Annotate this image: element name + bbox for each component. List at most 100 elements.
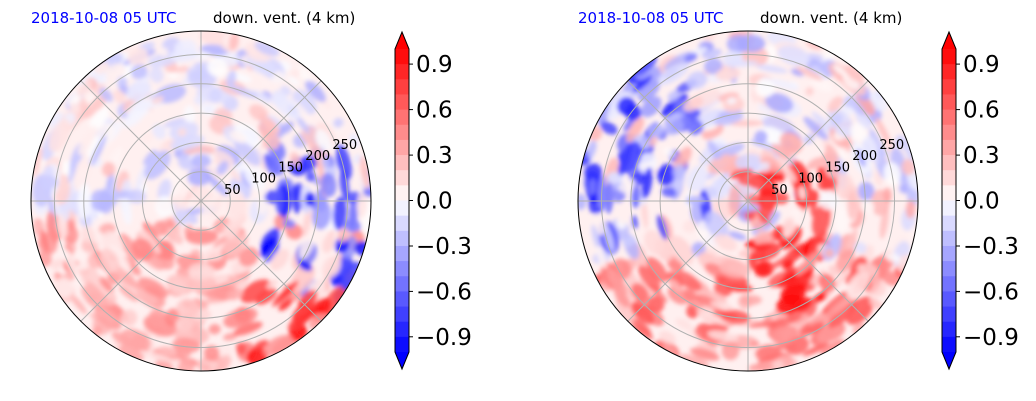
contour-blob: [757, 261, 771, 277]
colorbar-tick-label: 0.3: [416, 143, 453, 169]
contour-blob: [89, 107, 110, 130]
contour-blob: [174, 209, 191, 225]
polar-frame: [30, 30, 372, 372]
colorbar-segment: [942, 336, 956, 353]
contour-blob: [729, 120, 764, 127]
contour-blob: [707, 330, 739, 342]
contour-blob: [235, 342, 247, 355]
contour-blob: [661, 186, 677, 198]
contour-blob: [255, 288, 277, 305]
angular-gridline: [747, 80, 869, 202]
colorbar: 0.9 0.6 0.3 0.0 −0.3 −0.6 −0.9: [394, 30, 472, 371]
contour-blob: [613, 288, 631, 308]
colorbar-segment: [395, 245, 409, 262]
contour-blob: [735, 153, 766, 172]
contour-blob: [842, 73, 860, 90]
contour-blob: [171, 66, 190, 73]
contour-blob: [78, 125, 97, 156]
contour-blob: [641, 167, 653, 200]
contour-blob: [728, 231, 747, 241]
contour-blob: [591, 224, 601, 251]
contour-blob: [158, 346, 178, 356]
contour-blob: [810, 269, 826, 284]
contour-blob: [216, 160, 229, 175]
colorbar-segment: [395, 276, 409, 292]
radial-tick-label: 50: [224, 183, 241, 198]
contour-field: [578, 31, 918, 371]
polar-panel-right: 2018-10-08 05 UTC down. vent. (4 km) 50 1…: [577, 9, 1019, 372]
contour-blob: [273, 280, 299, 305]
contour-blob: [163, 118, 186, 128]
contour-blob: [58, 202, 77, 212]
contour-blob: [825, 294, 853, 318]
contour-blob: [259, 114, 280, 134]
contour-blob: [188, 68, 217, 89]
contour-blob: [72, 251, 83, 262]
contour-blob: [131, 238, 154, 262]
contour-blob: [748, 362, 775, 371]
contour-blob: [822, 152, 840, 181]
contour-blob: [736, 34, 766, 53]
contour-blob: [690, 347, 720, 361]
contour-blob: [141, 131, 154, 143]
colorbar-segment: [395, 185, 409, 201]
contour-blob: [203, 345, 220, 362]
contour-blob: [226, 70, 237, 89]
contour-blob: [321, 155, 332, 170]
contour-blob: [272, 93, 301, 120]
contour-blob: [321, 234, 335, 254]
contour-blob: [643, 229, 664, 256]
contour-blob: [719, 309, 751, 325]
contour-blob: [207, 58, 228, 77]
contour-blob: [233, 321, 263, 336]
contour-blob: [305, 170, 316, 182]
contour-blob: [48, 119, 71, 153]
contour-blob: [176, 298, 200, 318]
contour-blob: [302, 206, 312, 237]
contour-blob: [65, 242, 75, 259]
contour-blob: [856, 148, 866, 167]
contour-blob: [199, 103, 220, 115]
contour-blob: [701, 48, 722, 59]
contour-blob: [827, 96, 844, 113]
contour-blob: [40, 229, 49, 254]
contour-blob: [750, 340, 760, 348]
contour-blob: [240, 279, 272, 303]
contour-blob: [120, 309, 138, 327]
contour-blob: [154, 240, 174, 260]
contour-blob: [857, 263, 865, 272]
radial-tick-label: 150: [278, 160, 303, 175]
contour-blob: [901, 159, 916, 175]
colorbar-tick-label: 0.6: [963, 98, 1000, 124]
contour-blob: [50, 258, 65, 270]
contour-blob: [177, 128, 187, 137]
colorbar-segment: [942, 49, 956, 65]
contour-blob: [835, 249, 855, 274]
contour-blob: [166, 219, 176, 229]
colorbar-segment: [942, 230, 956, 247]
radial-tick-label: 250: [332, 138, 357, 153]
contour-blob: [656, 214, 668, 240]
angular-gridline: [747, 200, 869, 322]
contour-blob: [152, 123, 166, 139]
contour-blob: [691, 241, 706, 257]
contour-blob: [905, 199, 916, 219]
contour-blob: [165, 308, 180, 327]
contour-blob: [614, 201, 631, 224]
contour-blob: [222, 232, 249, 257]
contour-blob: [126, 80, 151, 101]
contour-blob: [278, 298, 293, 311]
contour-blob: [759, 161, 770, 173]
contour-blob: [114, 264, 137, 287]
contour-blob: [737, 176, 761, 187]
colorbar-tick-label: −0.9: [963, 325, 1019, 351]
contour-blob: [206, 287, 225, 300]
colorbar-segment: [395, 64, 409, 80]
contour-blob: [827, 303, 857, 329]
polar-grid: [31, 31, 371, 371]
colorbar-segment: [395, 170, 409, 186]
radial-tick-label: 250: [879, 138, 904, 153]
contour-blob: [869, 297, 883, 310]
contour-blob: [309, 311, 327, 329]
